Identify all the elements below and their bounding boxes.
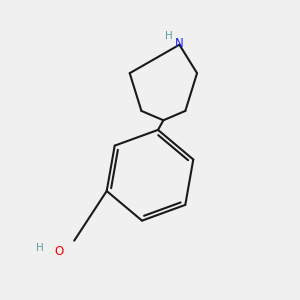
Text: N: N	[175, 37, 184, 50]
Text: O: O	[55, 245, 64, 258]
Text: H: H	[165, 31, 173, 41]
Text: H: H	[36, 243, 43, 253]
